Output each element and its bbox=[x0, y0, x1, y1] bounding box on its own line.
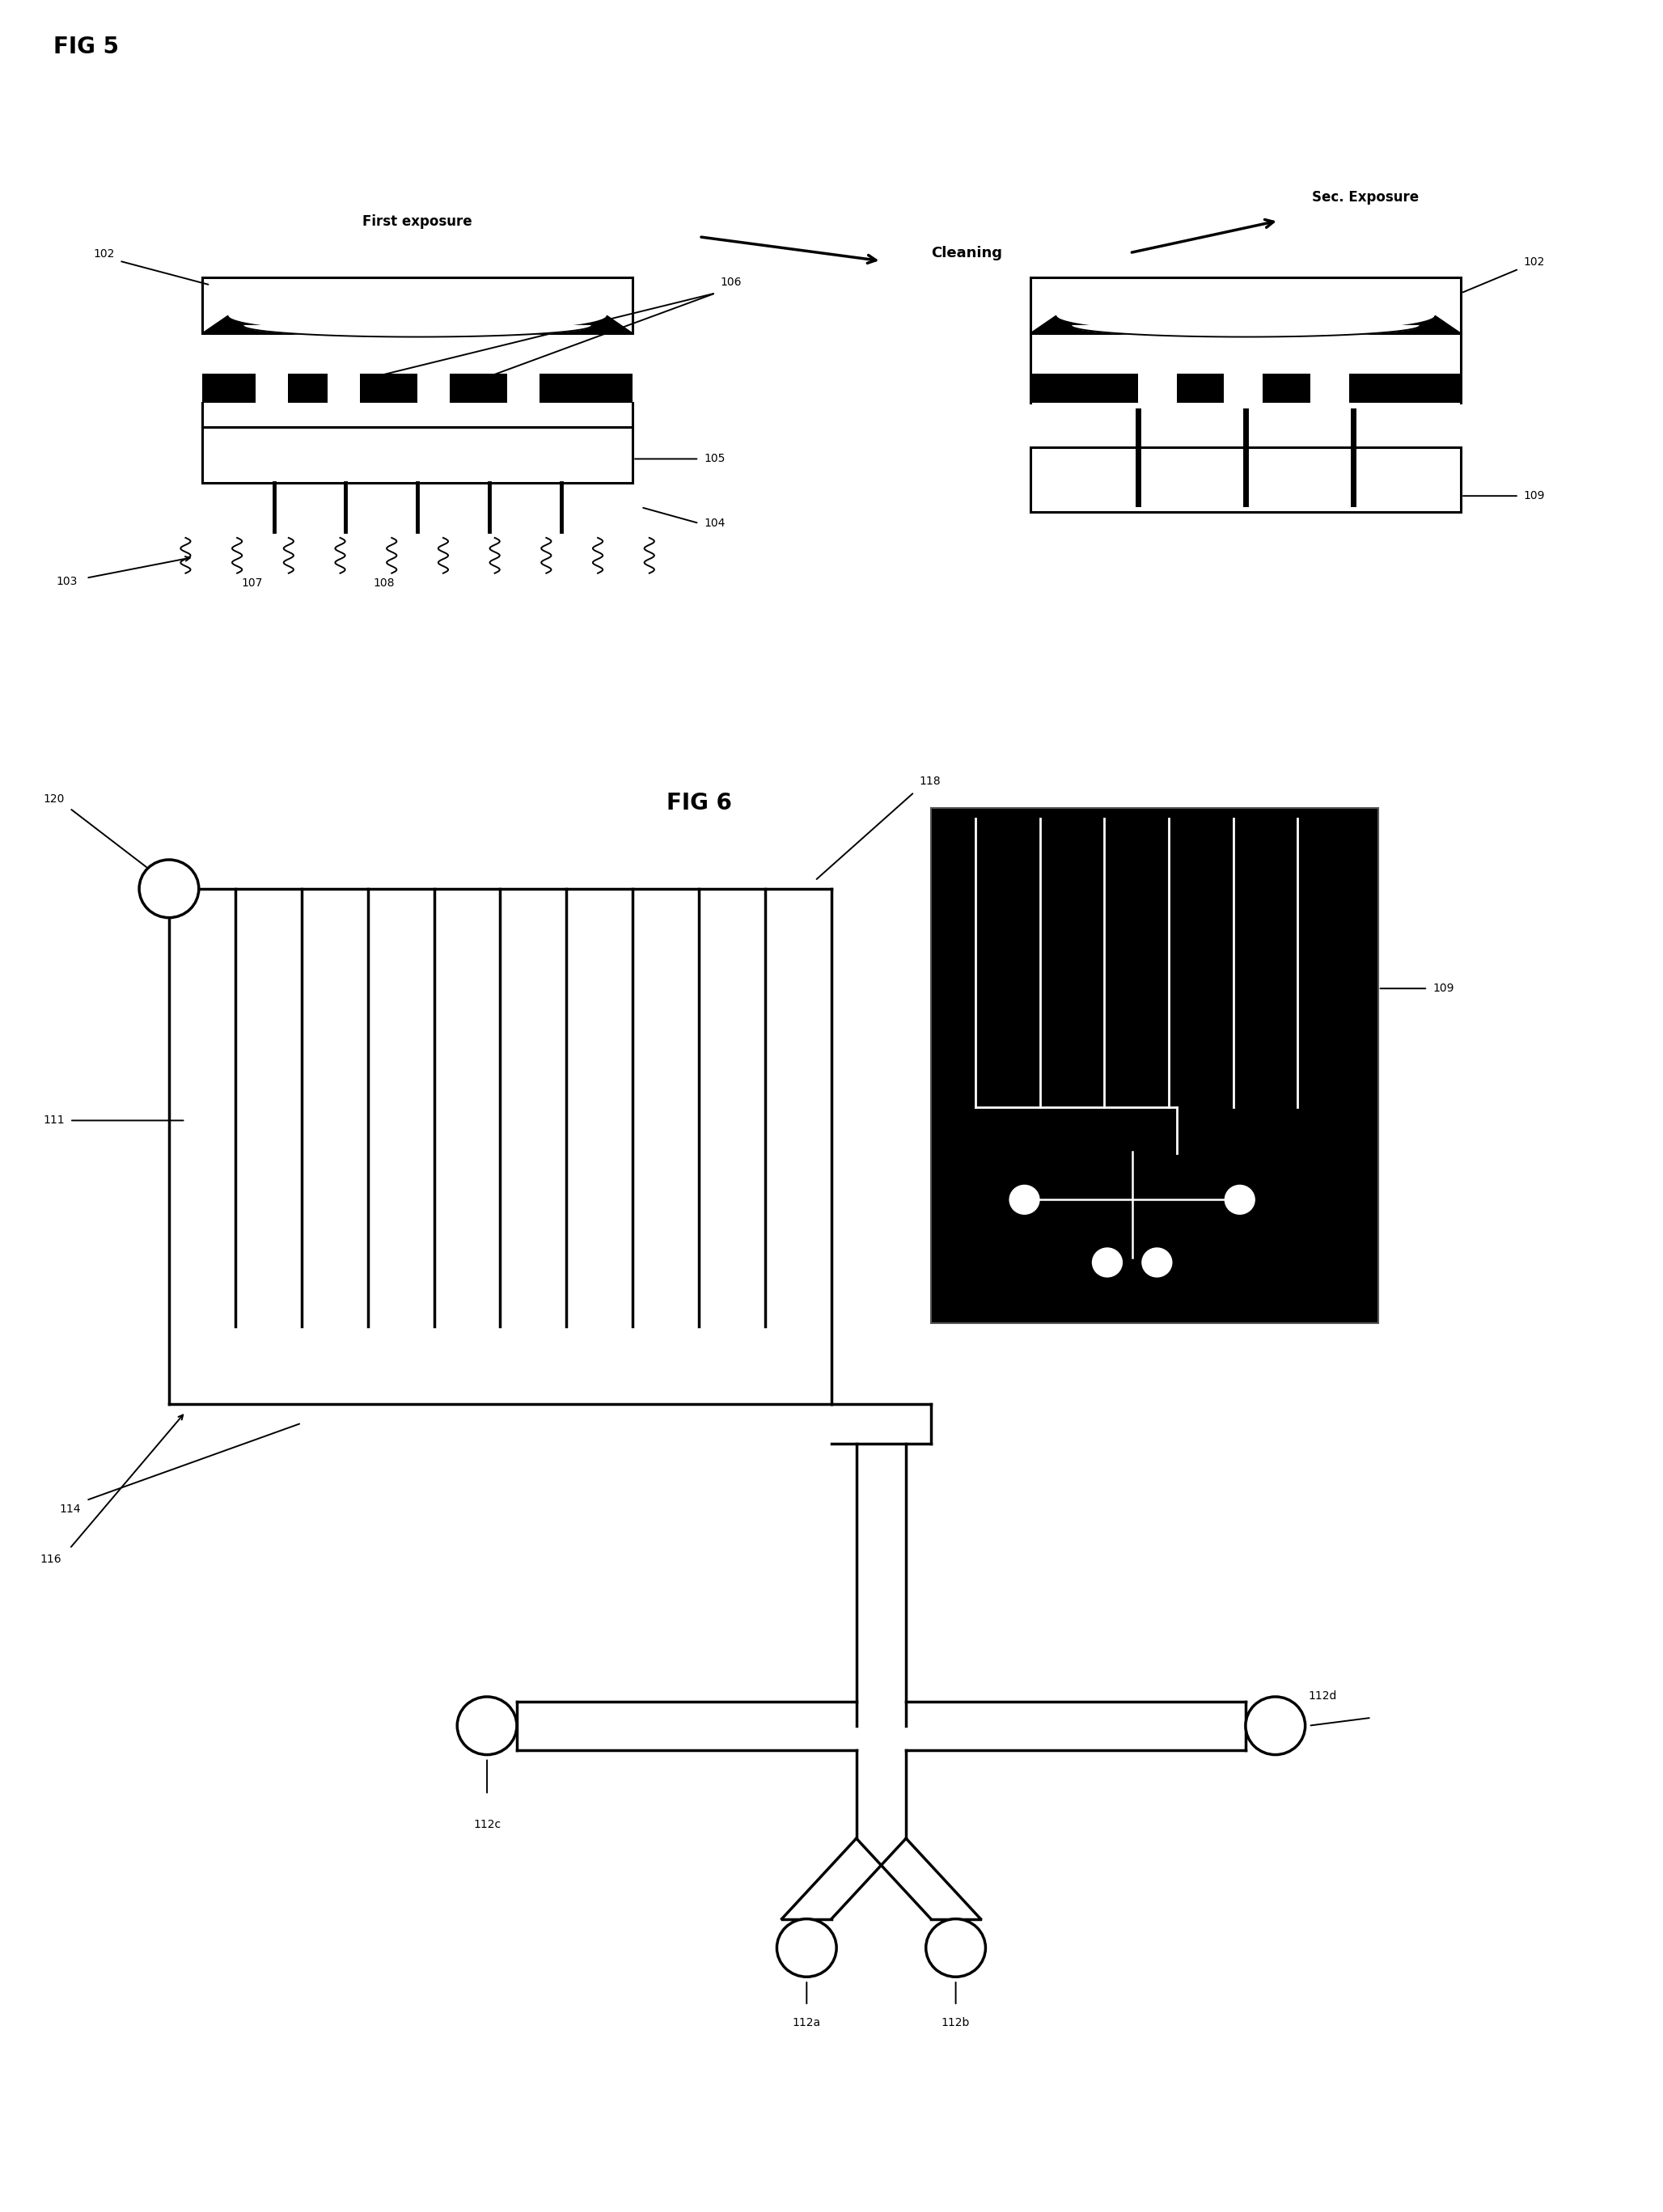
Text: 116: 116 bbox=[40, 1553, 62, 1564]
Bar bbox=[203, 427, 632, 482]
Bar bbox=[417, 374, 449, 403]
Text: 103: 103 bbox=[57, 575, 78, 586]
Bar bbox=[507, 374, 539, 403]
Bar bbox=[203, 374, 632, 403]
Text: 109: 109 bbox=[1523, 491, 1545, 502]
Circle shape bbox=[140, 860, 200, 918]
Circle shape bbox=[777, 1918, 836, 1978]
Text: FIG 6: FIG 6 bbox=[667, 792, 732, 814]
Bar bbox=[1224, 374, 1262, 403]
Text: Sec. Exposure: Sec. Exposure bbox=[1312, 190, 1419, 204]
Text: 112d: 112d bbox=[1309, 1690, 1337, 1701]
Polygon shape bbox=[243, 325, 592, 336]
Text: FIG 5: FIG 5 bbox=[53, 35, 118, 58]
Circle shape bbox=[1226, 1186, 1254, 1214]
Text: 105: 105 bbox=[703, 453, 725, 465]
Circle shape bbox=[926, 1918, 986, 1978]
Circle shape bbox=[457, 1697, 517, 1754]
Bar bbox=[931, 807, 1379, 1323]
Bar bbox=[256, 374, 288, 403]
Bar bbox=[1031, 276, 1460, 334]
Circle shape bbox=[1093, 1248, 1123, 1276]
Text: 107: 107 bbox=[241, 577, 263, 588]
Text: 109: 109 bbox=[1434, 982, 1453, 993]
Circle shape bbox=[1246, 1697, 1305, 1754]
Bar bbox=[1031, 374, 1460, 403]
Text: 102: 102 bbox=[1523, 257, 1545, 268]
Text: 112c: 112c bbox=[474, 1818, 501, 1829]
Text: 112a: 112a bbox=[793, 2017, 822, 2028]
Text: 104: 104 bbox=[703, 518, 725, 529]
Polygon shape bbox=[203, 316, 632, 334]
Text: 118: 118 bbox=[920, 776, 941, 787]
Bar bbox=[328, 374, 359, 403]
Bar bbox=[1031, 447, 1460, 511]
Text: 102: 102 bbox=[93, 248, 115, 259]
Text: 106: 106 bbox=[720, 276, 742, 288]
Bar bbox=[203, 276, 632, 334]
Text: 114: 114 bbox=[60, 1504, 81, 1515]
Text: First exposure: First exposure bbox=[363, 215, 472, 228]
Bar bbox=[1137, 374, 1177, 403]
Text: 111: 111 bbox=[43, 1115, 65, 1126]
Bar bbox=[1310, 374, 1349, 403]
Text: Cleaning: Cleaning bbox=[931, 246, 1003, 261]
Circle shape bbox=[1009, 1186, 1039, 1214]
Circle shape bbox=[1142, 1248, 1172, 1276]
Text: 120: 120 bbox=[43, 794, 65, 805]
Polygon shape bbox=[1071, 325, 1420, 336]
Text: 108: 108 bbox=[374, 577, 396, 588]
Text: 112b: 112b bbox=[941, 2017, 970, 2028]
Polygon shape bbox=[1031, 316, 1460, 334]
